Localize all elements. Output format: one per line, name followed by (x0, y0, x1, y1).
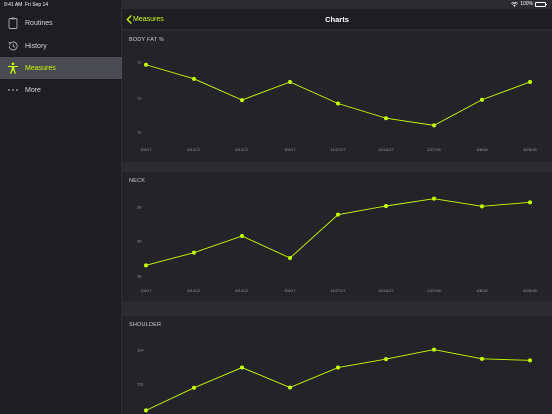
data-point[interactable] (480, 356, 484, 361)
y-tick-label: 13 (137, 96, 142, 101)
sidebar-item-more[interactable]: More (0, 79, 122, 101)
data-point[interactable] (144, 263, 148, 268)
page-title: Charts (325, 15, 349, 24)
data-point[interactable] (336, 365, 340, 370)
data-point[interactable] (336, 101, 340, 106)
chart-card-shoulder[interactable]: SHOULDER 114 113 (122, 316, 552, 414)
chart-card-body-fat[interactable]: BODY FAT % 13 13 12 2/4/17 5/12/17 8/12/17 9/4… (122, 31, 552, 162)
x-tick-label: 12/14/17 (378, 147, 394, 152)
sidebar: Routines History Measures More (0, 0, 122, 414)
x-tick-label: 2/27/18 (427, 147, 441, 152)
x-tick-label: 9/4/17 (284, 288, 296, 293)
back-button-label: Measures (133, 15, 164, 23)
data-point[interactable] (432, 196, 436, 201)
status-date: Fri Sep 14 (25, 2, 49, 8)
clipboard-icon (7, 17, 19, 29)
sidebar-item-label: More (25, 86, 41, 94)
x-tick-label: 11/27/17 (330, 288, 346, 293)
data-point[interactable] (240, 365, 244, 370)
chart-title: SHOULDER (129, 322, 162, 328)
y-tick-label: 39 (137, 205, 142, 210)
person-figure-icon (7, 62, 19, 74)
data-point[interactable] (432, 347, 436, 352)
x-tick-label: 11/27/17 (330, 147, 346, 152)
x-tick-label: 5/25/18 (523, 147, 537, 152)
data-point[interactable] (144, 62, 148, 67)
chart-title: NECK (129, 178, 146, 184)
data-point[interactable] (432, 123, 436, 128)
series-line (145, 198, 531, 266)
x-tick-label: 2/27/18 (427, 288, 441, 293)
data-point[interactable] (480, 204, 484, 209)
x-tick-label: 12/14/17 (378, 288, 394, 293)
x-tick-label: 4/8/18 (476, 147, 488, 152)
y-tick-label: 114 (137, 348, 144, 353)
data-point[interactable] (528, 358, 532, 363)
y-tick-label: 13 (137, 60, 142, 65)
data-point[interactable] (336, 212, 340, 217)
navigation-bar: Measures Charts (122, 9, 552, 29)
y-tick-label: 113 (137, 382, 144, 387)
battery-icon (535, 1, 547, 7)
data-point[interactable] (240, 234, 244, 238)
data-point[interactable] (192, 250, 196, 255)
x-tick-label: 5/25/18 (523, 288, 537, 293)
x-tick-label: 5/12/17 (187, 147, 201, 152)
sidebar-item-routines[interactable]: Routines (0, 12, 122, 34)
data-point[interactable] (144, 408, 148, 413)
data-point[interactable] (480, 97, 484, 102)
x-tick-label: 2/4/17 (140, 147, 152, 152)
x-tick-label: 8/12/17 (235, 288, 249, 293)
main-content: Measures Charts BODY FAT % 13 13 12 2/4/17 5… (122, 0, 552, 414)
data-point[interactable] (384, 204, 388, 208)
data-point[interactable] (240, 98, 244, 103)
sidebar-item-measures[interactable]: Measures (0, 57, 122, 79)
y-tick-label: 12 (137, 130, 142, 135)
data-point[interactable] (384, 357, 388, 362)
sidebar-item-label: Routines (25, 19, 53, 27)
series-line (145, 64, 531, 126)
data-point[interactable] (192, 385, 196, 390)
x-tick-label: 8/12/17 (235, 147, 249, 152)
chart-card-neck[interactable]: NECK 39 39 38 2/4/17 5/12/17 8/12/17 9/4/17 11/… (122, 172, 552, 301)
sidebar-item-history[interactable]: History (0, 35, 122, 57)
data-point[interactable] (288, 79, 292, 84)
back-button[interactable]: Measures (126, 13, 164, 25)
chevron-left-icon (126, 14, 132, 24)
wifi-icon (511, 1, 519, 7)
x-tick-label: 5/12/17 (187, 288, 201, 293)
x-tick-label: 9/4/17 (284, 147, 296, 152)
clock-history-icon (7, 40, 19, 52)
y-tick-label: 39 (137, 239, 142, 244)
data-point[interactable] (528, 79, 532, 84)
status-bar: 9:41 AM Fri Sep 14 100% (0, 0, 552, 9)
sidebar-item-label: History (25, 42, 47, 50)
data-point[interactable] (192, 76, 196, 81)
status-time: 9:41 AM (4, 2, 23, 8)
battery-percent: 100% (520, 1, 533, 7)
ellipsis-icon (7, 84, 19, 96)
data-point[interactable] (288, 385, 292, 390)
data-point[interactable] (528, 200, 532, 205)
chart-shoulder: 114 113 (137, 347, 532, 413)
y-tick-label: 38 (137, 274, 142, 279)
x-tick-label: 2/4/17 (140, 288, 152, 293)
chart-title: BODY FAT % (129, 37, 165, 43)
series-line (145, 349, 531, 411)
chart-neck: 39 39 38 2/4/17 5/12/17 8/12/17 9/4/17 11/27/17… (137, 196, 537, 293)
data-point[interactable] (384, 116, 388, 121)
chart-body-fat: 13 13 12 2/4/17 5/12/17 8/12/17 9/4/17 11/27/17… (137, 60, 537, 153)
data-point[interactable] (288, 256, 292, 260)
sidebar-item-label: Measures (25, 64, 56, 72)
x-tick-label: 4/8/18 (476, 288, 488, 293)
